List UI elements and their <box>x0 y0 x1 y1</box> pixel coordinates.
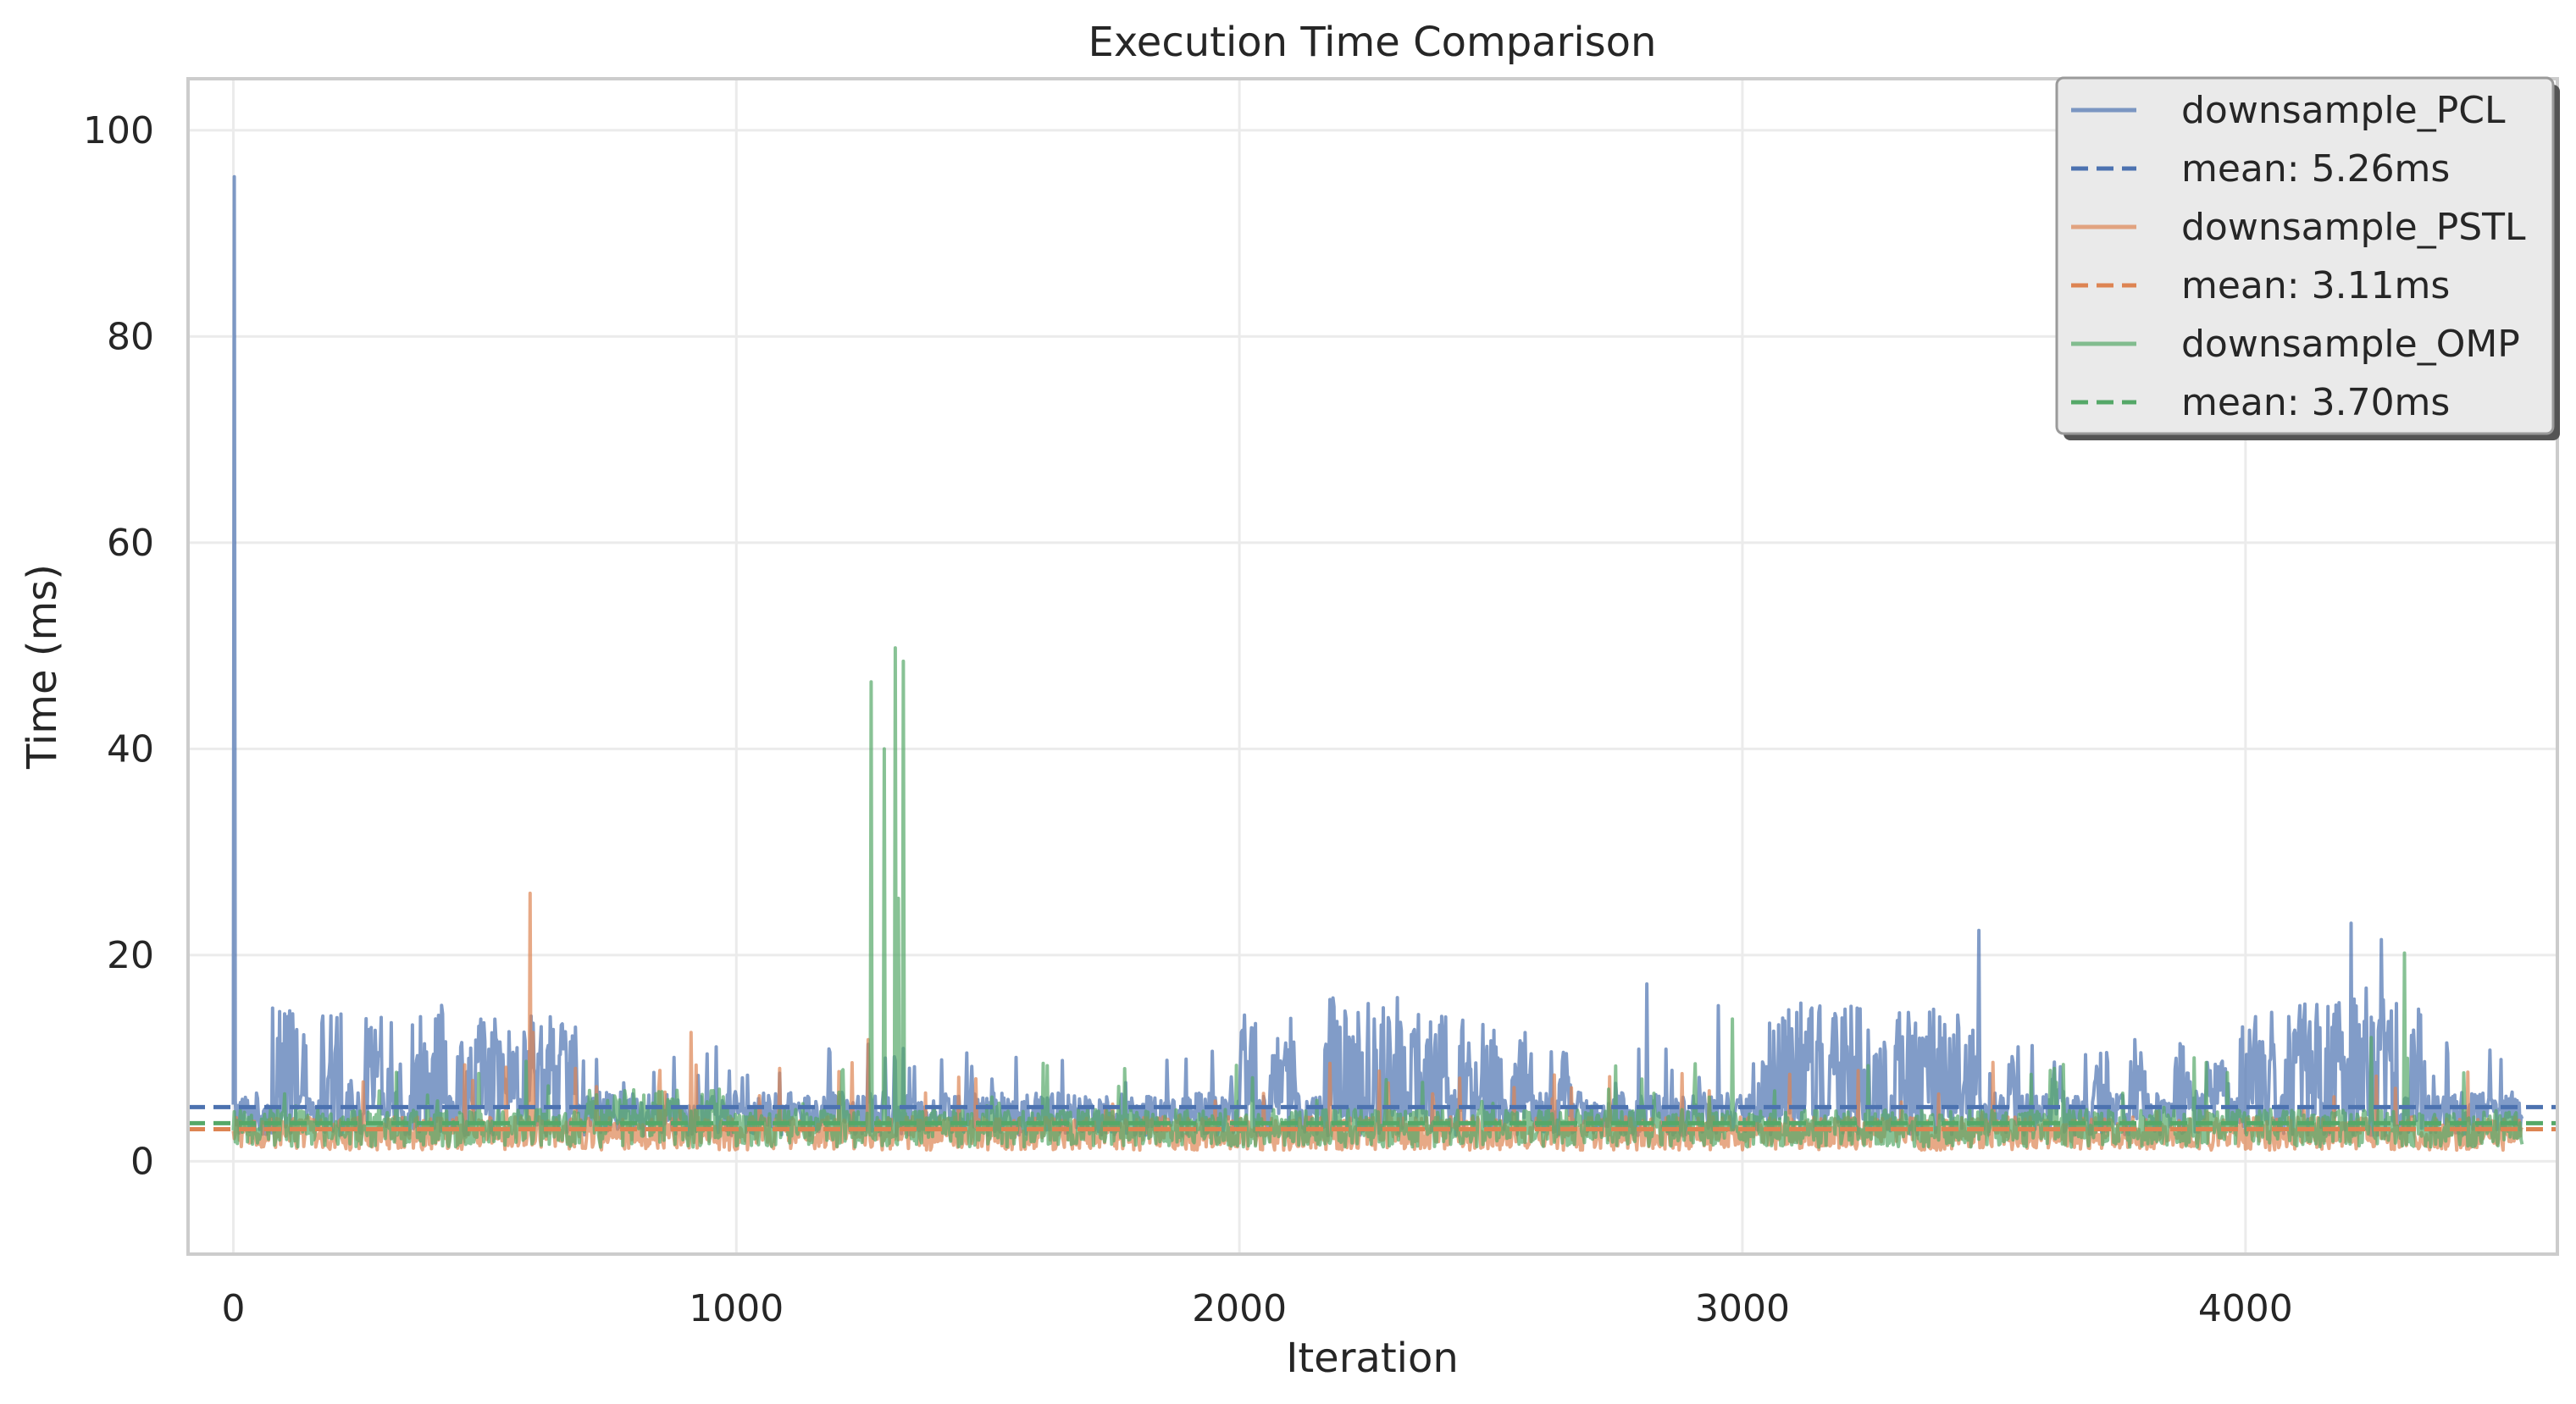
legend-label-pcl-mean: mean: 5.26ms <box>2181 147 2450 191</box>
mean-lines <box>188 1104 2557 1132</box>
x-tick-label: 4000 <box>2198 1287 2293 1330</box>
legend-label-pcl: downsample_PCL <box>2181 89 2506 132</box>
y-tick-label: 80 <box>107 315 154 358</box>
legend-label-omp: downsample_OMP <box>2181 323 2520 366</box>
series-layer <box>231 174 2524 1152</box>
plot-frame <box>186 77 2559 1256</box>
legend: downsample_PCL mean: 5.26ms downsample_P… <box>2055 76 2560 440</box>
y-tick-label: 40 <box>107 727 154 771</box>
x-tick-label: 2000 <box>1192 1287 1287 1330</box>
x-tick-label: 1000 <box>689 1287 784 1330</box>
x-tick-label: 3000 <box>1695 1287 1790 1330</box>
y-tick-label: 100 <box>83 109 154 152</box>
y-tick-label: 0 <box>130 1140 154 1183</box>
chart-title: Execution Time Comparison <box>1089 19 1657 66</box>
x-tick-label: 0 <box>221 1287 245 1330</box>
legend-label-pstl-mean: mean: 3.11ms <box>2181 264 2450 307</box>
x-axis-label: Iteration <box>1286 1335 1459 1382</box>
y-tick-labels: 0 20 40 60 80 100 <box>83 109 154 1184</box>
y-tick-label: 20 <box>107 934 154 977</box>
y-tick-label: 60 <box>107 522 154 565</box>
legend-label-pstl: downsample_PSTL <box>2181 206 2526 249</box>
x-tick-labels: 0 1000 2000 3000 4000 <box>221 1287 2292 1330</box>
y-axis-label: Time (ms) <box>19 564 66 770</box>
legend-box <box>2055 76 2555 435</box>
legend-label-omp-mean: mean: 3.70ms <box>2181 381 2450 424</box>
series-line-downsample_OMP <box>231 646 2524 1149</box>
